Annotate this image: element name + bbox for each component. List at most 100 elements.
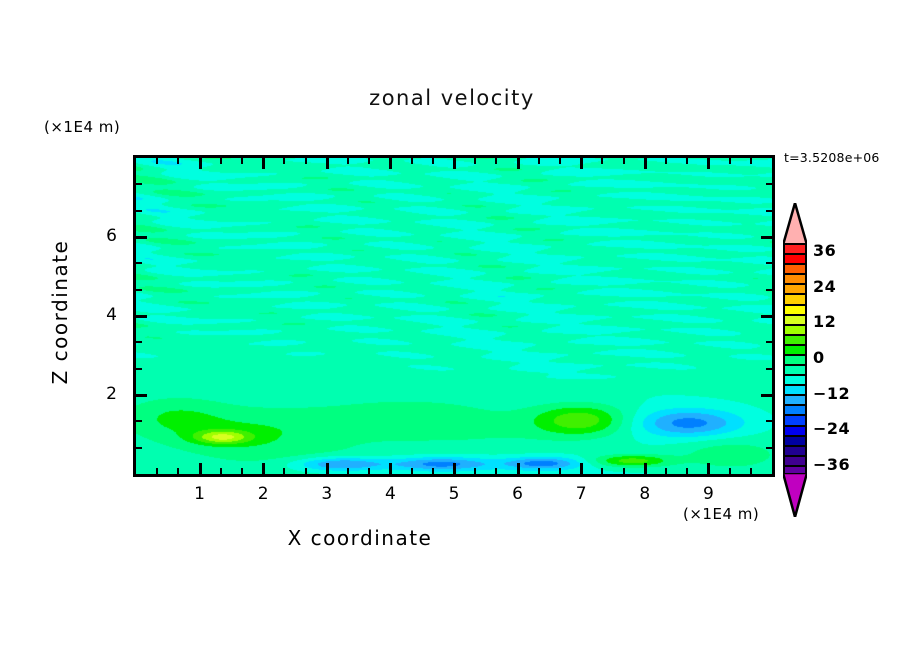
axis-tick bbox=[410, 158, 413, 164]
colorbar-band-separator bbox=[783, 343, 807, 346]
axis-tick bbox=[283, 468, 286, 474]
x-tick-label: 9 bbox=[702, 484, 714, 504]
colorbar-band bbox=[783, 253, 807, 264]
colorbar-label: 12 bbox=[813, 312, 837, 332]
x-axis-unit-label: (×1E4 m) bbox=[683, 505, 760, 523]
axis-tick bbox=[559, 158, 561, 164]
x-tick-label: 6 bbox=[512, 484, 523, 504]
x-tick-label: 1 bbox=[194, 484, 205, 504]
axis-tick bbox=[766, 288, 772, 291]
colorbar-band bbox=[783, 414, 807, 425]
colorbar-band bbox=[783, 384, 807, 395]
axis-tick bbox=[156, 158, 159, 164]
axis-tick bbox=[219, 158, 222, 164]
colorbar-band bbox=[783, 444, 807, 455]
colorbar-band bbox=[783, 273, 807, 284]
x-tick-label: 7 bbox=[575, 484, 587, 504]
axis-tick bbox=[177, 468, 180, 474]
colorbar-bottom-arrow bbox=[783, 473, 807, 517]
colorbar-band bbox=[783, 313, 807, 324]
axis-tick bbox=[761, 315, 772, 318]
axis-tick bbox=[136, 341, 142, 344]
axis-tick bbox=[198, 463, 202, 474]
axis-tick bbox=[537, 468, 540, 474]
axis-tick bbox=[136, 209, 142, 212]
axis-tick bbox=[495, 468, 498, 474]
colorbar-band-separator bbox=[783, 313, 807, 316]
colorbar-band-separator bbox=[783, 293, 807, 296]
colorbar-band-separator bbox=[783, 323, 807, 326]
axis-tick bbox=[368, 468, 371, 474]
contour-plot-area[interactable] bbox=[133, 155, 775, 477]
colorbar-band-separator bbox=[783, 333, 807, 336]
colorbar-top-arrow bbox=[783, 203, 807, 245]
time-annotation: t=3.5208e+06 bbox=[784, 150, 880, 165]
x-axis-title: X coordinate bbox=[287, 526, 433, 550]
colorbar-band bbox=[783, 454, 807, 465]
axis-tick bbox=[325, 463, 329, 474]
axis-tick bbox=[601, 468, 604, 474]
axis-tick bbox=[761, 394, 772, 397]
axis-tick bbox=[347, 158, 349, 164]
axis-tick bbox=[766, 209, 772, 212]
colorbar[interactable] bbox=[783, 243, 807, 475]
axis-tick bbox=[580, 158, 584, 169]
page-title: zonal velocity bbox=[369, 86, 535, 110]
colorbar-band bbox=[783, 323, 807, 334]
axis-tick bbox=[559, 468, 561, 474]
y-tick-label: 6 bbox=[106, 226, 117, 246]
axis-tick bbox=[325, 158, 329, 169]
colorbar-band-separator bbox=[783, 243, 807, 245]
axis-tick bbox=[601, 158, 604, 164]
colorbar-band-separator bbox=[783, 353, 807, 356]
colorbar-band-separator bbox=[783, 253, 807, 256]
axis-tick bbox=[136, 262, 142, 265]
axis-tick bbox=[177, 158, 180, 164]
colorbar-band bbox=[783, 374, 807, 385]
colorbar-band-separator bbox=[783, 404, 807, 407]
axis-tick bbox=[453, 158, 456, 169]
axis-tick bbox=[766, 446, 772, 449]
colorbar-band bbox=[783, 353, 807, 365]
colorbar-label: −24 bbox=[813, 419, 851, 439]
axis-tick bbox=[304, 468, 307, 474]
colorbar-band bbox=[783, 434, 807, 445]
axis-tick bbox=[665, 158, 667, 164]
axis-tick bbox=[431, 468, 434, 474]
axis-tick bbox=[136, 446, 142, 449]
y-axis-unit-label: (×1E4 m) bbox=[44, 118, 121, 136]
axis-tick bbox=[474, 468, 477, 474]
axis-tick bbox=[136, 183, 142, 186]
x-tick-label: 4 bbox=[384, 484, 396, 504]
colorbar-band-separator bbox=[783, 283, 807, 286]
axis-tick bbox=[728, 158, 731, 164]
axis-tick bbox=[686, 158, 689, 164]
axis-tick bbox=[241, 468, 243, 474]
axis-tick bbox=[643, 463, 647, 474]
colorbar-band bbox=[783, 464, 807, 475]
colorbar-band-separator bbox=[783, 414, 807, 417]
axis-tick bbox=[389, 158, 393, 169]
axis-tick bbox=[749, 468, 752, 474]
axis-tick bbox=[766, 367, 772, 370]
axis-tick bbox=[304, 158, 307, 164]
axis-tick bbox=[766, 420, 772, 423]
colorbar-band-separator bbox=[783, 374, 807, 377]
colorbar-band-separator bbox=[783, 364, 807, 367]
axis-tick bbox=[766, 262, 772, 265]
axis-tick bbox=[368, 158, 371, 164]
axis-tick bbox=[728, 468, 731, 474]
axis-tick bbox=[347, 468, 349, 474]
colorbar-band-separator bbox=[783, 444, 807, 447]
colorbar-band-separator bbox=[783, 454, 807, 457]
axis-tick bbox=[389, 463, 393, 474]
axis-tick bbox=[219, 468, 222, 474]
colorbar-band-separator bbox=[783, 384, 807, 387]
x-tick-label: 2 bbox=[257, 484, 269, 504]
axis-tick bbox=[136, 315, 147, 318]
y-tick-label: 2 bbox=[106, 384, 117, 404]
colorbar-label: 36 bbox=[813, 240, 837, 260]
axis-tick bbox=[643, 158, 647, 169]
colorbar-band-separator bbox=[783, 424, 807, 427]
contour-field bbox=[136, 158, 772, 474]
